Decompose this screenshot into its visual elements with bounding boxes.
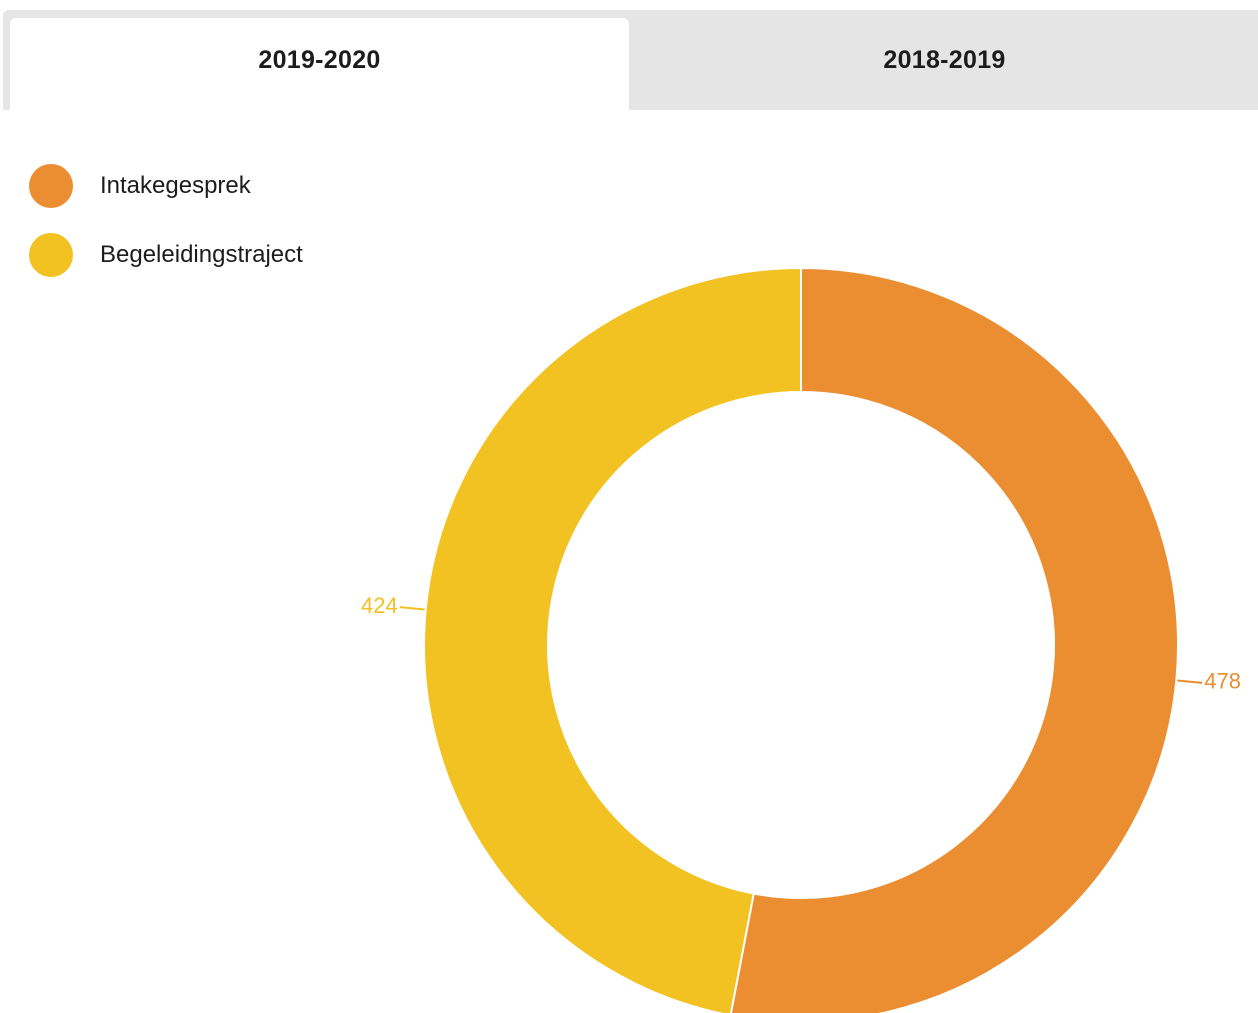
tab-label: 2019-2020 xyxy=(258,45,381,74)
tab-label: 2018-2019 xyxy=(883,45,1006,74)
donut-slice-begeleidingstraject[interactable] xyxy=(423,266,802,1013)
donut-slice-intakegesprek[interactable] xyxy=(729,266,1179,1013)
tab-bar: 2019-2020 2018-2019 xyxy=(3,10,1258,110)
chart-legend: Intakegesprek Begeleidingstraject xyxy=(29,164,303,302)
data-label-begeleidingstraject: 424 xyxy=(361,593,398,618)
legend-item-intakegesprek[interactable]: Intakegesprek xyxy=(29,164,303,208)
legend-label: Begeleidingstraject xyxy=(100,241,303,268)
legend-swatch-begeleidingstraject xyxy=(29,233,73,277)
legend-label: Intakegesprek xyxy=(100,172,251,199)
data-label-connector-begeleidingstraject xyxy=(399,606,425,611)
tab-2018-2019[interactable]: 2018-2019 xyxy=(631,10,1258,110)
legend-swatch-intakegesprek xyxy=(29,164,73,208)
legend-item-begeleidingstraject[interactable]: Begeleidingstraject xyxy=(29,233,303,277)
data-label-intakegesprek: 478 xyxy=(1204,669,1241,694)
data-label-connector-intakegesprek xyxy=(1177,679,1203,684)
tab-2019-2020[interactable]: 2019-2020 xyxy=(10,18,629,110)
